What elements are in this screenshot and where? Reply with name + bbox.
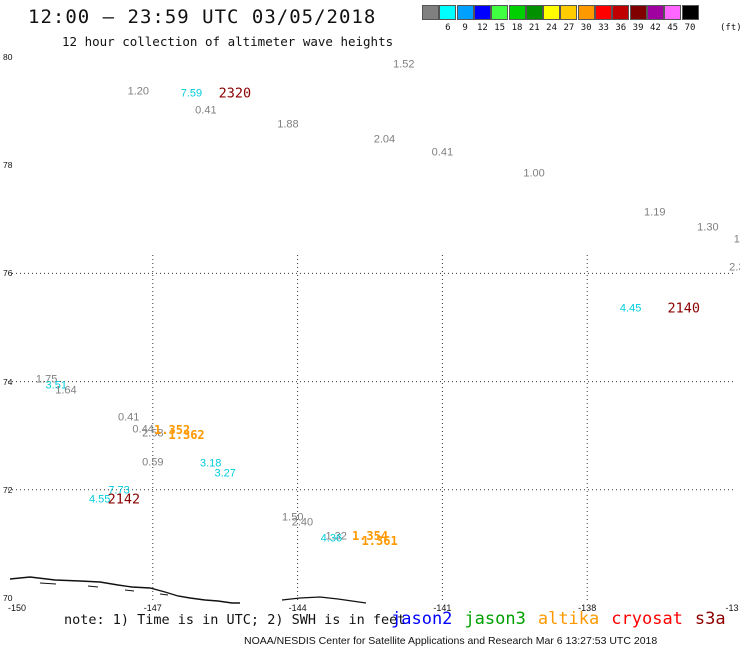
legend-swatch xyxy=(439,5,457,20)
legend-label: 45 xyxy=(667,23,679,33)
wave-height-value: 4.55 xyxy=(88,493,111,506)
satellite-s3a: s3a xyxy=(694,609,726,629)
wave-height-value: 0.41 xyxy=(117,411,140,424)
legend-swatch xyxy=(577,5,595,20)
wave-height-value: 2.40 xyxy=(291,516,314,529)
lon-label: -150 xyxy=(8,603,27,613)
pass-time-label: 2320 xyxy=(218,85,252,102)
legend-swatch xyxy=(508,5,526,20)
altika-value: 1.362 xyxy=(168,427,205,442)
wave-height-value: 2.3 xyxy=(729,261,740,274)
legend-label: 12 xyxy=(476,23,488,33)
wave-height-value: 1.20 xyxy=(127,85,150,98)
wave-height-value: 1.32 xyxy=(325,530,347,543)
coastline-east xyxy=(281,596,367,604)
wave-height-value: 1.52 xyxy=(393,58,415,71)
wave-height-value: 0.41 xyxy=(431,146,454,159)
satellite-cryosat: cryosat xyxy=(611,609,683,629)
legend-label: 27 xyxy=(563,23,575,33)
legend-label: 9 xyxy=(462,23,468,33)
legend-label: 6 xyxy=(445,23,451,33)
barrier-island xyxy=(87,585,99,588)
legend-label: 18 xyxy=(511,23,523,33)
wave-height-value: 4.36 xyxy=(320,532,343,545)
satellite-altika: altika xyxy=(537,609,600,629)
wave-height-value: 1.19 xyxy=(644,206,666,219)
legend-swatch xyxy=(646,5,664,20)
legend-label: 33 xyxy=(598,23,609,33)
wave-height-value: 1 xyxy=(733,233,740,246)
wave-height-value: 1.50 xyxy=(282,511,304,524)
legend-label: 24 xyxy=(546,23,558,33)
footer-note: note: 1) Time is in UTC; 2) SWH is in fe… xyxy=(64,612,406,628)
legend-unit: (ft) xyxy=(720,23,740,33)
legend-swatch xyxy=(456,5,474,20)
legend-swatch xyxy=(595,5,612,20)
barrier-island xyxy=(159,593,169,596)
pass-time-label: 2142 xyxy=(107,490,141,507)
wave-height-value: 3.27 xyxy=(214,467,236,480)
wave-height-value: 3.18 xyxy=(200,457,222,470)
altika-value: 1.361 xyxy=(361,533,398,548)
wave-height-value: 2.04 xyxy=(373,133,396,146)
legend-label: 15 xyxy=(494,23,506,33)
lat-label: 80 xyxy=(3,52,13,62)
lon-label: -13 xyxy=(725,603,739,613)
wave-height-value: 0.41 xyxy=(195,104,217,117)
legend-swatch xyxy=(422,5,439,20)
legend-label: 21 xyxy=(528,23,540,33)
wave-height-value: 1.00 xyxy=(523,167,545,180)
satellite-jason2: jason2 xyxy=(391,609,453,629)
wave-height-value: 0.59 xyxy=(142,456,164,469)
footer-credit: NOAA/NESDIS Center for Satellite Applica… xyxy=(244,635,658,647)
wave-height-value: 1.64 xyxy=(55,384,77,397)
page-subtitle: 12 hour collection of altimeter wave hei… xyxy=(62,34,394,49)
legend-label: 30 xyxy=(580,23,592,33)
wave-height-value: 0.44 xyxy=(132,423,154,436)
lon-label: -138 xyxy=(578,603,597,613)
altika-value: 1.352 xyxy=(154,423,191,438)
legend-label: 39 xyxy=(632,23,644,33)
legend-swatch xyxy=(664,5,682,20)
lat-label: 76 xyxy=(3,268,13,279)
pass-time-label: 2140 xyxy=(667,300,700,317)
legend-swatch xyxy=(681,5,699,20)
legend-swatch xyxy=(560,5,578,20)
lon-label: -147 xyxy=(143,603,162,613)
legend-swatch xyxy=(491,5,509,20)
legend-swatch xyxy=(612,5,630,20)
barrier-island xyxy=(39,582,57,585)
lat-label: 78 xyxy=(3,160,13,171)
lat-label: 74 xyxy=(3,376,13,387)
wave-height-value: 2.58 xyxy=(142,427,164,440)
legend-swatch xyxy=(525,5,543,20)
legend-label: 36 xyxy=(615,23,627,33)
wave-height-value: 1.88 xyxy=(277,118,299,131)
page-title: 12:00 – 23:59 UTC 03/05/2018 xyxy=(28,6,377,28)
coastline xyxy=(9,576,240,604)
lon-label: -141 xyxy=(433,603,452,613)
wave-height-value: 1.30 xyxy=(697,221,719,234)
lat-label: 72 xyxy=(3,484,13,495)
wave-height-value: 4.45 xyxy=(619,302,642,315)
wave-height-value: 3.51 xyxy=(45,379,67,392)
wave-height-value: 7.59 xyxy=(180,87,203,100)
satellite-legend: jason2 jason3 altika cryosat s3a xyxy=(391,609,738,629)
lon-label: -144 xyxy=(288,603,307,613)
altika-value: 1.354 xyxy=(351,528,389,543)
legend-label: 70 xyxy=(684,23,696,33)
lat-label: 70 xyxy=(3,593,13,603)
wave-height-value: 7.73 xyxy=(108,484,130,497)
wave-height-value: 1.75 xyxy=(35,373,58,386)
barrier-island xyxy=(124,589,135,592)
satellite-jason3: jason3 xyxy=(464,609,526,629)
legend-label: 42 xyxy=(649,23,661,33)
legend-swatch xyxy=(473,5,491,20)
legend-swatch xyxy=(543,5,561,20)
legend-swatch xyxy=(629,5,647,20)
